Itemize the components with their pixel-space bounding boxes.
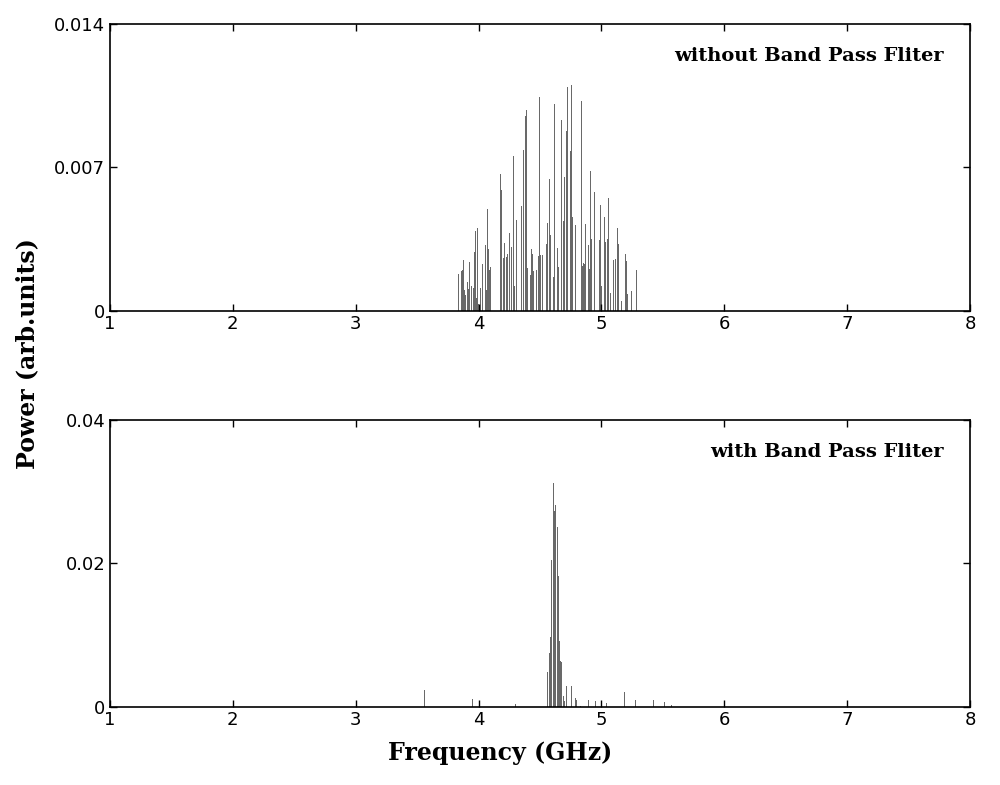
Text: Frequency (GHz): Frequency (GHz) xyxy=(388,741,612,765)
Text: Power (arb.units): Power (arb.units) xyxy=(15,238,39,469)
Text: without Band Pass Fliter: without Band Pass Fliter xyxy=(675,46,944,64)
Text: with Band Pass Fliter: with Band Pass Fliter xyxy=(711,443,944,461)
